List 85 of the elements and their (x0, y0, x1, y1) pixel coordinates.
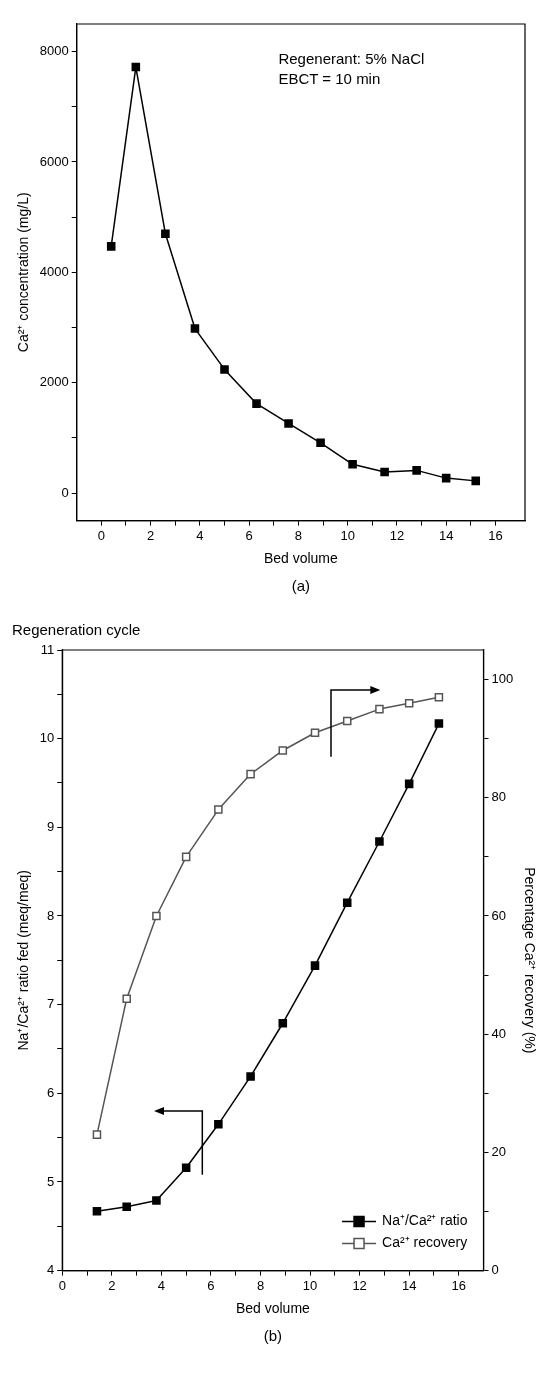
x-tick-label: 0 (97, 527, 105, 543)
x-tick-label: 6 (207, 1277, 215, 1293)
point (92, 1206, 102, 1216)
x-tick-label: 16 (451, 1277, 466, 1293)
x-tick-label: 12 (389, 527, 405, 543)
y-tick-label: 10 (39, 730, 55, 746)
point (106, 242, 116, 251)
point (152, 1196, 161, 1205)
point (92, 1130, 102, 1139)
y-tick-label: 5 (47, 1173, 55, 1189)
point (310, 961, 320, 970)
point (214, 805, 223, 814)
point (284, 419, 293, 428)
y-tick-label: 9 (47, 818, 55, 834)
point (375, 837, 384, 846)
point (181, 1163, 191, 1173)
x-tick-label: 2 (108, 1277, 116, 1293)
y2-tick-label: 0 (491, 1262, 499, 1278)
x-tick-label: 14 (401, 1277, 417, 1293)
point (375, 704, 384, 714)
y2-tick-label: 60 (491, 907, 506, 923)
x-tick-label: 4 (196, 527, 204, 543)
text: (b) (263, 1326, 283, 1344)
point (278, 746, 288, 755)
y-tick-label: 4000 (39, 263, 69, 279)
x-tick-label: 12 (352, 1277, 367, 1293)
x-axis-title: Bed volume (235, 1300, 311, 1317)
point (342, 716, 352, 726)
x-tick-label: 10 (302, 1277, 318, 1293)
point (412, 466, 421, 475)
y2-tick-label: 40 (491, 1025, 506, 1041)
y-tick-label: 8000 (39, 43, 69, 59)
legend-label: Ca²⁺ recovery (382, 1234, 468, 1251)
point (441, 473, 451, 483)
y-tick-label: 8 (47, 907, 55, 923)
point (348, 460, 357, 469)
y2-tick-label: 100 (491, 671, 514, 687)
y-tick-label: 4 (47, 1262, 55, 1278)
point (131, 62, 141, 72)
x-tick-label: 16 (488, 527, 503, 543)
point (220, 365, 229, 374)
point (316, 438, 325, 448)
y-tick-label: 6000 (39, 153, 69, 169)
y-axis-title: Na⁺/Ca²⁺ ratio fed (meq/meq) (15, 870, 32, 1051)
y-axis-title: Ca²⁺ concentration (mg/L) (15, 192, 32, 353)
point (471, 476, 481, 486)
x-tick-label: 2 (147, 527, 155, 543)
point (404, 698, 414, 708)
y-tick-label: 0 (61, 484, 69, 500)
point (122, 1202, 131, 1212)
point (342, 898, 352, 907)
point (434, 719, 444, 728)
y2-axis-title: Percentage Ca²⁺ recovery (%) (521, 867, 538, 1054)
x-tick-label: 10 (340, 527, 355, 543)
y2-tick-label: 20 (491, 1143, 506, 1159)
point (214, 1120, 223, 1129)
point (404, 779, 414, 789)
legend-label: Na⁺/Ca²⁺ ratio (382, 1212, 468, 1229)
point (122, 994, 131, 1003)
y-tick-label: 2000 (39, 374, 69, 390)
point (310, 728, 320, 738)
x-tick-label: 8 (294, 527, 303, 543)
x-tick-label: 14 (438, 527, 454, 543)
point (380, 467, 389, 477)
text: (a) (291, 576, 311, 594)
point (252, 399, 261, 408)
annotation: EBCT = 10 min (278, 69, 381, 87)
point (161, 229, 170, 238)
x-axis-title: Bed volume (263, 550, 339, 567)
chart-title: Regeneration cycle (12, 621, 141, 639)
point (246, 769, 255, 779)
y-tick-label: 11 (40, 641, 55, 657)
point (152, 911, 161, 921)
y-tick-label: 6 (47, 1084, 55, 1100)
annotation: Regenerant: 5% NaCl (278, 49, 425, 67)
point (246, 1072, 255, 1081)
x-tick-label: 8 (256, 1277, 265, 1293)
y-tick-label: 7 (47, 996, 55, 1012)
x-tick-label: 6 (245, 527, 253, 543)
x-tick-label: 4 (157, 1277, 165, 1293)
point (278, 1018, 288, 1028)
point (190, 324, 200, 333)
point (181, 852, 191, 862)
y2-tick-label: 80 (491, 789, 506, 805)
point (434, 693, 444, 702)
